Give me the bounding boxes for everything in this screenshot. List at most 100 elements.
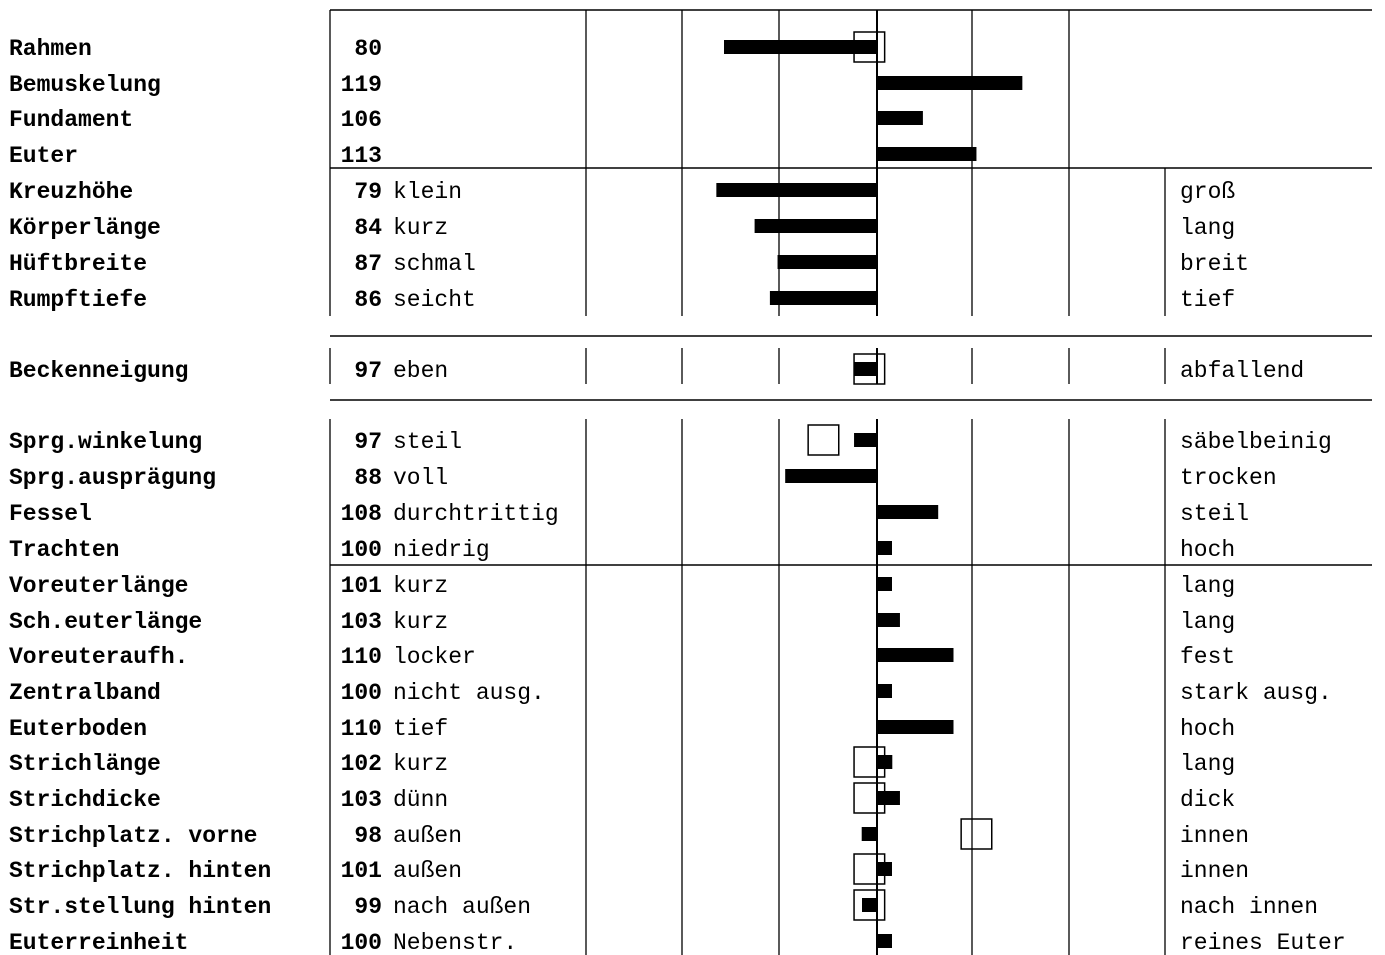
trait-bar bbox=[777, 255, 877, 269]
high-end-label: hoch bbox=[1180, 537, 1235, 563]
high-end-label: lang bbox=[1180, 609, 1235, 635]
trait-label: Str.stellung hinten bbox=[9, 894, 271, 920]
trait-value: 97 bbox=[354, 429, 382, 455]
low-end-label: außen bbox=[393, 858, 462, 884]
low-end-label: außen bbox=[393, 823, 462, 849]
low-end-label: durchtrittig bbox=[393, 501, 559, 527]
trait-bar bbox=[877, 541, 892, 555]
trait-label: Euterboden bbox=[9, 716, 147, 742]
trait-bar bbox=[877, 791, 900, 805]
trait-bars bbox=[716, 40, 1023, 948]
trait-label: Sprg.winkelung bbox=[9, 429, 202, 455]
high-end-label: trocken bbox=[1180, 465, 1277, 491]
high-end-label: fest bbox=[1180, 644, 1235, 670]
trait-bar bbox=[877, 648, 954, 662]
low-end-label: voll bbox=[393, 465, 448, 491]
high-end-label: innen bbox=[1180, 823, 1249, 849]
trait-bar bbox=[877, 111, 923, 125]
low-end-label: nach außen bbox=[393, 894, 531, 920]
high-end-label: hoch bbox=[1180, 716, 1235, 742]
low-end-label: locker bbox=[393, 644, 476, 670]
trait-label: Voreuterlänge bbox=[9, 573, 188, 599]
trait-label: Sprg.ausprägung bbox=[9, 465, 216, 491]
trait-label: Strichdicke bbox=[9, 787, 161, 813]
trait-bar bbox=[754, 219, 877, 233]
high-end-label: lang bbox=[1180, 215, 1235, 241]
low-end-label: kurz bbox=[393, 573, 448, 599]
trait-label: Euterreinheit bbox=[9, 930, 188, 955]
trait-bar bbox=[854, 362, 877, 376]
trait-value: 84 bbox=[354, 215, 382, 241]
trait-bar bbox=[716, 183, 877, 197]
trait-value: 98 bbox=[354, 823, 382, 849]
trait-bar bbox=[877, 577, 892, 591]
trait-value: 79 bbox=[354, 179, 382, 205]
high-end-label: reines Euter bbox=[1180, 930, 1346, 955]
trait-label: Strichlänge bbox=[9, 751, 161, 777]
trait-value: 100 bbox=[341, 680, 382, 706]
low-end-label: schmal bbox=[393, 251, 476, 277]
trait-label: Fundament bbox=[9, 107, 133, 133]
trait-label: Trachten bbox=[9, 537, 119, 563]
high-end-label: breit bbox=[1180, 251, 1249, 277]
trait-value: 80 bbox=[354, 36, 382, 62]
trait-value: 119 bbox=[341, 72, 382, 98]
trait-label: Rumpftiefe bbox=[9, 287, 147, 313]
trait-value: 99 bbox=[354, 894, 382, 920]
reference-box bbox=[960, 818, 993, 850]
low-end-label: kurz bbox=[393, 215, 448, 241]
high-end-label: groß bbox=[1180, 179, 1235, 205]
low-end-label: seicht bbox=[393, 287, 476, 313]
low-end-label: niedrig bbox=[393, 537, 490, 563]
high-end-label: tief bbox=[1180, 287, 1235, 313]
high-end-label: dick bbox=[1180, 787, 1235, 813]
trait-value: 103 bbox=[341, 787, 382, 813]
trait-bar bbox=[877, 613, 900, 627]
trait-label: Hüftbreite bbox=[9, 251, 147, 277]
low-end-label: kurz bbox=[393, 751, 448, 777]
low-end-label: kurz bbox=[393, 609, 448, 635]
trait-value: 102 bbox=[341, 751, 382, 777]
trait-label: Strichplatz. hinten bbox=[9, 858, 271, 884]
trait-label: Körperlänge bbox=[9, 215, 161, 241]
reference-box bbox=[853, 889, 886, 921]
trait-value: 103 bbox=[341, 609, 382, 635]
trait-label: Bemuskelung bbox=[9, 72, 161, 98]
high-end-label: stark ausg. bbox=[1180, 680, 1332, 706]
trait-value: 100 bbox=[341, 930, 382, 955]
chart-grid bbox=[329, 9, 1372, 955]
trait-bar bbox=[877, 684, 892, 698]
high-end-label: abfallend bbox=[1180, 358, 1304, 384]
trait-value: 88 bbox=[354, 465, 382, 491]
trait-label: Beckenneigung bbox=[9, 358, 188, 384]
trait-bar bbox=[877, 147, 977, 161]
trait-value: 100 bbox=[341, 537, 382, 563]
trait-value: 101 bbox=[341, 858, 382, 884]
trait-value: 110 bbox=[341, 644, 382, 670]
trait-value: 110 bbox=[341, 716, 382, 742]
high-end-label: nach innen bbox=[1180, 894, 1318, 920]
low-end-label: steil bbox=[393, 429, 462, 455]
trait-bar bbox=[877, 755, 893, 769]
low-end-label: dünn bbox=[393, 787, 448, 813]
trait-value: 101 bbox=[341, 573, 382, 599]
trait-bar bbox=[877, 720, 954, 734]
trait-bar bbox=[877, 76, 1023, 90]
high-end-label: säbelbeinig bbox=[1180, 429, 1332, 455]
trait-value: 108 bbox=[341, 501, 382, 527]
trait-bar bbox=[769, 291, 877, 305]
trait-label: Kreuzhöhe bbox=[9, 179, 133, 205]
trait-label: Strichplatz. vorne bbox=[9, 823, 257, 849]
high-end-label: lang bbox=[1180, 573, 1235, 599]
trait-label: Voreuteraufh. bbox=[9, 644, 188, 670]
high-end-label: innen bbox=[1180, 858, 1249, 884]
trait-label: Rahmen bbox=[9, 36, 92, 62]
low-end-label: tief bbox=[393, 716, 448, 742]
trait-label: Fessel bbox=[9, 501, 92, 527]
trait-bar bbox=[862, 898, 877, 912]
high-end-label: steil bbox=[1180, 501, 1249, 527]
low-end-label: klein bbox=[393, 179, 462, 205]
trait-bar bbox=[877, 862, 892, 876]
trait-value: 87 bbox=[354, 251, 382, 277]
